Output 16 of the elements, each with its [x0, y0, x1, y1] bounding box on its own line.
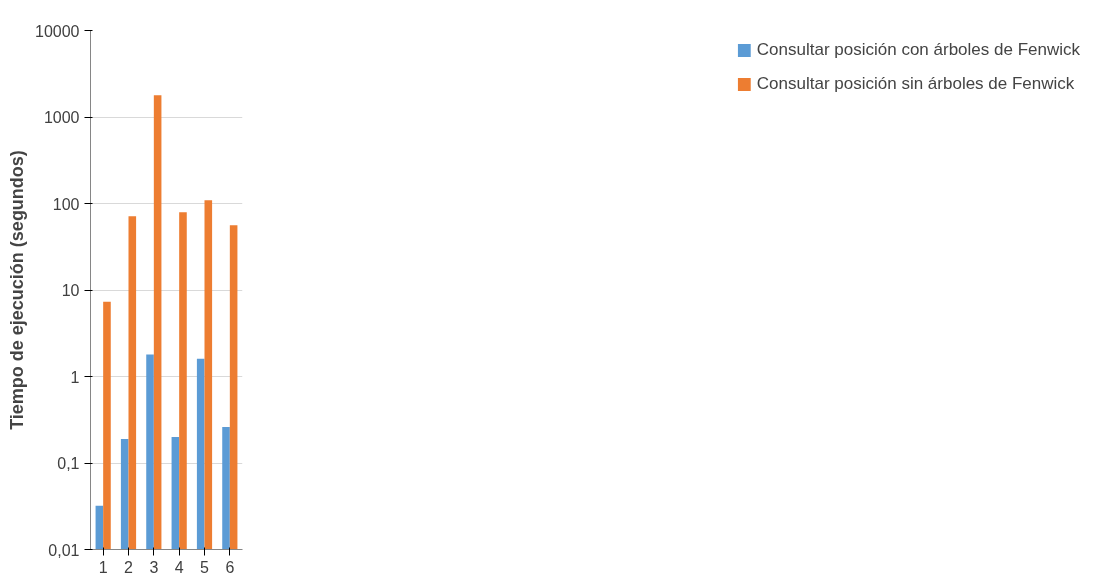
y-tick-label: 1000 — [43, 109, 80, 126]
y-tick-label: 0,01 — [48, 541, 80, 559]
legend-label: Consultar posición con árboles de Fenwick — [756, 40, 1080, 60]
y-axis-title: Tiempo de ejecución (segundos) — [7, 150, 28, 430]
y-tick-label: 10000 — [35, 22, 80, 40]
x-tick-label: 6 — [225, 558, 235, 576]
y-tick-label: 100 — [52, 195, 80, 213]
x-tick-label: 4 — [174, 558, 184, 576]
x-tick-label: 3 — [149, 558, 159, 576]
y-tick-label: 1 — [70, 368, 80, 386]
legend-label: Consultar posición sin árboles de Fenwick — [756, 74, 1075, 94]
x-tick-label: 5 — [200, 558, 210, 576]
x-tick-label: 1 — [98, 558, 108, 576]
y-tick-label: 10 — [61, 282, 80, 299]
x-tick-label: 2 — [124, 558, 134, 576]
y-tick-label: 0,1 — [57, 455, 80, 472]
